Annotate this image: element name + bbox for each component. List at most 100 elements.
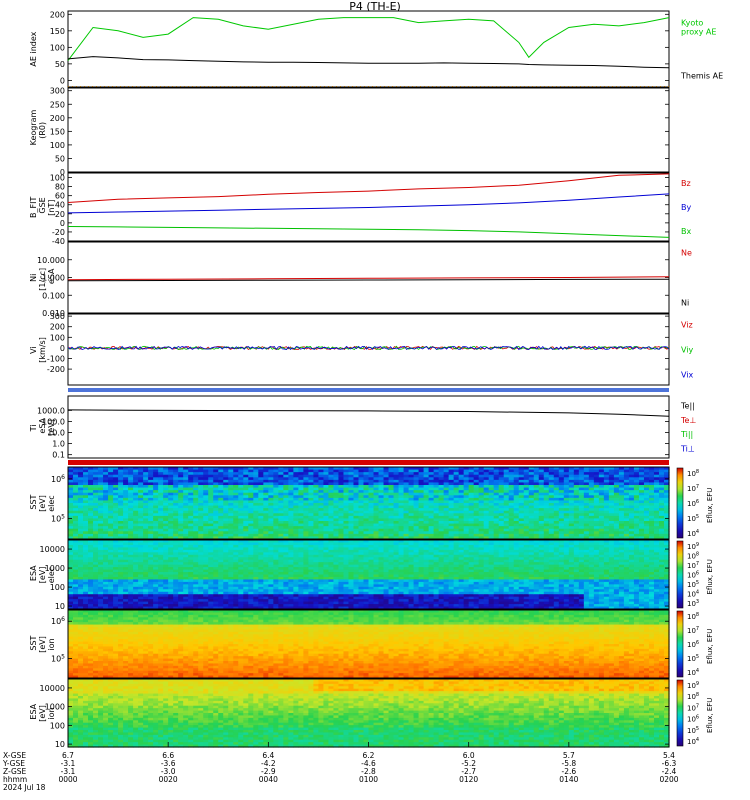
- spectrogram-cell: [98, 567, 104, 571]
- spectrogram-cell: [83, 599, 89, 603]
- spectrogram-cell: [588, 526, 595, 530]
- spectrogram-cell: [263, 591, 269, 595]
- spectrogram-cell: [138, 526, 144, 530]
- spectrogram-cell: [188, 533, 194, 538]
- spectrogram-cell: [523, 472, 530, 476]
- legend-label: Bz: [681, 179, 691, 188]
- spectrogram-cell: [348, 472, 355, 476]
- spectrogram-cell: [298, 549, 304, 553]
- spectrogram-cell: [378, 533, 385, 538]
- y-tick-label: 0.1: [52, 451, 65, 460]
- spectrogram-cell: [313, 485, 320, 489]
- spectrogram-cell: [143, 567, 149, 571]
- spectrogram-cell: [288, 479, 294, 484]
- spectrogram-cell: [323, 557, 330, 561]
- spectrogram-cell: [403, 508, 410, 512]
- spectrogram-cell: [638, 518, 645, 522]
- spectrogram-cell: [228, 599, 234, 603]
- spectrogram-cell: [653, 528, 660, 532]
- spectrogram-cell: [518, 533, 525, 538]
- spectrogram-cell: [268, 567, 274, 571]
- spectrogram-cell: [643, 479, 650, 484]
- spectrogram-cell: [158, 572, 164, 576]
- spectrogram-cell: [278, 576, 284, 581]
- spectrogram-cell: [573, 515, 580, 520]
- spectrogram-cell: [308, 586, 315, 590]
- spectrogram-cell: [223, 513, 229, 517]
- spectrogram-cell: [563, 515, 570, 520]
- spectrogram-cell: [438, 508, 445, 512]
- spectrogram-cell: [168, 572, 174, 576]
- spectrogram-cell: [123, 586, 129, 590]
- spectrogram-cell: [548, 472, 555, 476]
- spectrogram-cell: [538, 487, 545, 491]
- spectrogram-cell: [233, 584, 239, 588]
- spectrogram-cell: [618, 513, 625, 517]
- spectrogram-cell: [93, 467, 99, 471]
- spectrogram-cell: [238, 596, 244, 600]
- spectrogram-cell: [173, 492, 179, 496]
- spectrogram-cell: [633, 479, 640, 484]
- spectrogram-cell: [253, 569, 259, 573]
- spectrogram-cell: [278, 467, 284, 471]
- spectrogram-cell: [113, 579, 119, 583]
- spectrogram-cell: [608, 474, 615, 478]
- spectrogram-cell: [378, 492, 385, 496]
- spectrogram-cell: [513, 536, 520, 540]
- spectrogram-cell: [588, 531, 595, 535]
- spectrogram-cell: [173, 540, 179, 544]
- spectrogram-cell: [518, 521, 525, 525]
- spectrogram-cell: [323, 594, 330, 598]
- spectrogram-cell: [633, 508, 640, 512]
- spectrogram-cell: [193, 589, 199, 593]
- spectrogram-cell: [328, 500, 335, 504]
- spectrogram-cell: [188, 574, 194, 578]
- spectrogram-cell: [183, 533, 189, 538]
- spectrogram-cell: [653, 477, 660, 481]
- spectrogram-cell: [148, 492, 154, 496]
- spectrogram-cell: [468, 474, 475, 478]
- spectrogram-cell: [513, 492, 520, 496]
- spectrogram-cell: [253, 606, 259, 610]
- spectrogram-cell: [378, 513, 385, 517]
- spectrogram-cell: [223, 510, 229, 514]
- spectrogram-cell: [128, 567, 134, 571]
- spectrogram-cell: [573, 472, 580, 476]
- spectrogram-cell: [448, 526, 455, 530]
- spectrogram-cell: [253, 579, 259, 583]
- spectrogram-cell: [488, 531, 495, 535]
- spectrogram-cell: [558, 487, 565, 491]
- spectrogram-cell: [223, 549, 229, 553]
- spectrogram-cell: [528, 492, 535, 496]
- spectrogram-cell: [483, 508, 490, 512]
- spectrogram-cell: [173, 599, 179, 603]
- spectrogram-cell: [298, 601, 304, 605]
- spectrogram-cell: [158, 536, 164, 540]
- spectrogram-cell: [303, 567, 309, 571]
- spectrogram-cell: [598, 518, 605, 522]
- spectrogram-cell: [228, 604, 234, 608]
- spectrogram-cell: [188, 531, 194, 535]
- spectrogram-cell: [88, 601, 94, 605]
- spectrogram-cell: [193, 513, 199, 517]
- spectrogram-cell: [138, 549, 144, 553]
- colorbar-tick-label: 104: [687, 529, 699, 538]
- spectrogram-cell: [513, 469, 520, 473]
- spectrogram-cell: [398, 518, 405, 522]
- spectrogram-cell: [608, 485, 615, 489]
- spectrogram-cell: [213, 589, 219, 593]
- spectrogram-cell: [538, 518, 545, 522]
- spectrogram-cell: [443, 513, 450, 517]
- spectrogram-cell: [88, 540, 94, 544]
- spectrogram-cell: [653, 497, 660, 502]
- spectrogram-cell: [93, 479, 99, 484]
- spectrogram-cell: [83, 574, 89, 578]
- spectrogram-cell: [298, 508, 304, 512]
- spectrogram-cell: [238, 572, 244, 576]
- spectrogram-cell: [598, 523, 605, 527]
- spectrogram-cell: [623, 469, 630, 473]
- spectrogram-cell: [233, 576, 239, 581]
- spectrogram-cell: [213, 472, 219, 476]
- spectrogram-cell: [203, 606, 209, 610]
- spectrogram-cell: [313, 596, 320, 600]
